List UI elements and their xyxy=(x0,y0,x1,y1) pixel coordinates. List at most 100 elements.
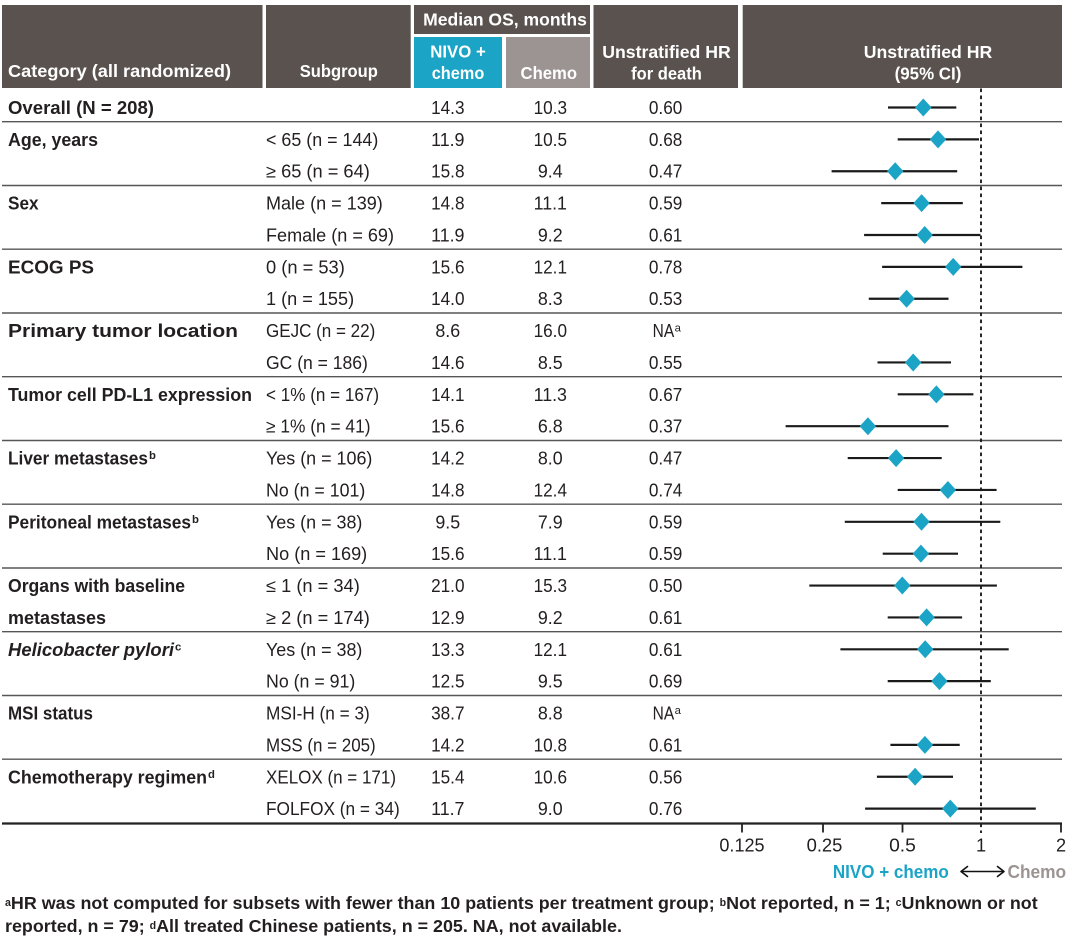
svg-text:Helicobacter pylori: Helicobacter pylori xyxy=(8,640,175,660)
svg-text:14.1: 14.1 xyxy=(431,385,464,405)
svg-text:6.8: 6.8 xyxy=(538,417,563,437)
svg-text:0.59: 0.59 xyxy=(649,544,682,564)
svg-text:14.8: 14.8 xyxy=(431,194,464,214)
svg-text:14.2: 14.2 xyxy=(431,735,464,755)
svg-text:9.4: 9.4 xyxy=(538,162,563,182)
svg-text:9.2: 9.2 xyxy=(538,225,563,245)
svg-text:0.25: 0.25 xyxy=(807,836,843,856)
svg-text:0.47: 0.47 xyxy=(649,449,682,469)
svg-text:9.5: 9.5 xyxy=(538,672,563,692)
svg-text:c: c xyxy=(175,641,181,653)
svg-text:Primary tumor location: Primary tumor location xyxy=(8,321,238,341)
svg-text:9.2: 9.2 xyxy=(538,608,563,628)
svg-text:Yes (n = 106): Yes (n = 106) xyxy=(266,449,372,469)
svg-text:GC (n = 186): GC (n = 186) xyxy=(266,353,368,373)
svg-text:0.55: 0.55 xyxy=(649,353,682,373)
svg-text:b: b xyxy=(149,450,156,462)
svg-text:Yes (n = 38): Yes (n = 38) xyxy=(266,640,362,660)
svg-text:Male (n = 139): Male (n = 139) xyxy=(266,194,383,214)
svg-text:0.59: 0.59 xyxy=(649,512,682,532)
svg-text:15.6: 15.6 xyxy=(431,257,464,277)
svg-text:Chemo: Chemo xyxy=(521,63,578,83)
svg-text:12.1: 12.1 xyxy=(534,640,567,660)
svg-text:12.4: 12.4 xyxy=(534,480,567,500)
svg-text:0.37: 0.37 xyxy=(649,417,682,437)
svg-text:Age, years: Age, years xyxy=(8,130,98,150)
svg-text:7.9: 7.9 xyxy=(538,512,563,532)
svg-text:14.2: 14.2 xyxy=(431,449,464,469)
svg-text:0 (n = 53): 0 (n = 53) xyxy=(266,257,345,277)
svg-text:10.5: 10.5 xyxy=(534,130,567,150)
svg-text:15.6: 15.6 xyxy=(431,417,464,437)
svg-text:15.4: 15.4 xyxy=(431,767,464,787)
svg-text:0.68: 0.68 xyxy=(649,130,682,150)
svg-text:≤ 1 (n = 34): ≤ 1 (n = 34) xyxy=(266,576,360,596)
svg-text:1: 1 xyxy=(976,836,986,856)
svg-text:a: a xyxy=(675,323,682,335)
svg-text:0.69: 0.69 xyxy=(649,672,682,692)
svg-text:0.5: 0.5 xyxy=(889,836,916,856)
svg-text:15.6: 15.6 xyxy=(431,544,464,564)
svg-text:ECOG PS: ECOG PS xyxy=(8,257,94,277)
svg-text:11.7: 11.7 xyxy=(431,799,464,819)
svg-text:1 (n = 155): 1 (n = 155) xyxy=(266,289,354,309)
svg-text:No (n = 101): No (n = 101) xyxy=(266,480,365,500)
svg-text:chemo: chemo xyxy=(432,63,485,83)
svg-text:≥ 65 (n = 64): ≥ 65 (n = 64) xyxy=(266,162,370,182)
svg-text:≥ 1% (n = 41): ≥ 1% (n = 41) xyxy=(266,417,371,437)
svg-text:0.78: 0.78 xyxy=(649,257,682,277)
svg-text:0.74: 0.74 xyxy=(649,480,682,500)
svg-text:Yes (n = 38): Yes (n = 38) xyxy=(266,512,362,532)
svg-text:14.0: 14.0 xyxy=(431,289,464,309)
svg-text:Chemotherapy regimen: Chemotherapy regimen xyxy=(8,767,207,787)
svg-text:Liver metastases: Liver metastases xyxy=(8,449,148,469)
svg-text:Median OS, months: Median OS, months xyxy=(423,10,587,30)
svg-text:0.61: 0.61 xyxy=(649,735,682,755)
svg-text:≥ 2 (n = 174): ≥ 2 (n = 174) xyxy=(266,608,370,628)
svg-text:MSI status: MSI status xyxy=(8,704,93,724)
svg-text:aHR was not computed for subse: aHR was not computed for subsets with fe… xyxy=(5,893,1038,913)
svg-text:MSS (n = 205): MSS (n = 205) xyxy=(266,735,376,755)
svg-text:15.8: 15.8 xyxy=(431,162,464,182)
svg-text:14.8: 14.8 xyxy=(431,480,464,500)
svg-text:d: d xyxy=(208,769,215,781)
svg-text:FOLFOX (n = 34): FOLFOX (n = 34) xyxy=(266,799,400,819)
svg-text:14.6: 14.6 xyxy=(431,353,464,373)
svg-text:0.60: 0.60 xyxy=(649,98,682,118)
svg-text:0.59: 0.59 xyxy=(649,194,682,214)
svg-text:< 65 (n = 144): < 65 (n = 144) xyxy=(266,130,378,150)
svg-text:11.9: 11.9 xyxy=(431,130,464,150)
svg-text:0.125: 0.125 xyxy=(719,836,764,856)
svg-text:Overall (N = 208): Overall (N = 208) xyxy=(8,98,154,118)
svg-text:Unstratified HR: Unstratified HR xyxy=(602,42,731,62)
svg-text:a: a xyxy=(675,705,682,717)
svg-text:No (n = 91): No (n = 91) xyxy=(266,672,355,692)
svg-text:b: b xyxy=(192,514,199,526)
svg-text:8.6: 8.6 xyxy=(435,321,460,341)
svg-text:38.7: 38.7 xyxy=(431,704,464,724)
svg-text:< 1% (n = 167): < 1% (n = 167) xyxy=(266,385,379,405)
svg-text:12.1: 12.1 xyxy=(534,257,567,277)
svg-text:0.50: 0.50 xyxy=(649,576,682,596)
svg-text:XELOX (n = 171): XELOX (n = 171) xyxy=(266,767,396,787)
svg-text:21.0: 21.0 xyxy=(431,576,464,596)
svg-text:0.61: 0.61 xyxy=(649,640,682,660)
svg-text:Peritoneal metastases: Peritoneal metastases xyxy=(8,512,191,532)
svg-text:2: 2 xyxy=(1056,836,1066,856)
svg-text:Organs with baseline: Organs with baseline xyxy=(8,576,185,596)
svg-text:MSI-H (n = 3): MSI-H (n = 3) xyxy=(266,704,370,724)
svg-text:8.3: 8.3 xyxy=(538,289,563,309)
svg-text:14.3: 14.3 xyxy=(431,98,464,118)
svg-text:13.3: 13.3 xyxy=(431,640,464,660)
svg-text:Unstratified HR: Unstratified HR xyxy=(864,42,993,62)
svg-text:Chemo: Chemo xyxy=(1007,862,1066,882)
svg-text:Tumor cell PD-L1 expression: Tumor cell PD-L1 expression xyxy=(8,385,252,405)
svg-text:NIVO + chemo: NIVO + chemo xyxy=(833,862,949,882)
svg-text:Female (n = 69): Female (n = 69) xyxy=(266,225,394,245)
svg-text:(95% CI): (95% CI) xyxy=(895,64,962,84)
svg-text:NA: NA xyxy=(653,321,675,341)
svg-text:0.61: 0.61 xyxy=(649,225,682,245)
svg-text:15.3: 15.3 xyxy=(534,576,567,596)
svg-text:0.61: 0.61 xyxy=(649,608,682,628)
svg-text:Sex: Sex xyxy=(8,194,39,214)
